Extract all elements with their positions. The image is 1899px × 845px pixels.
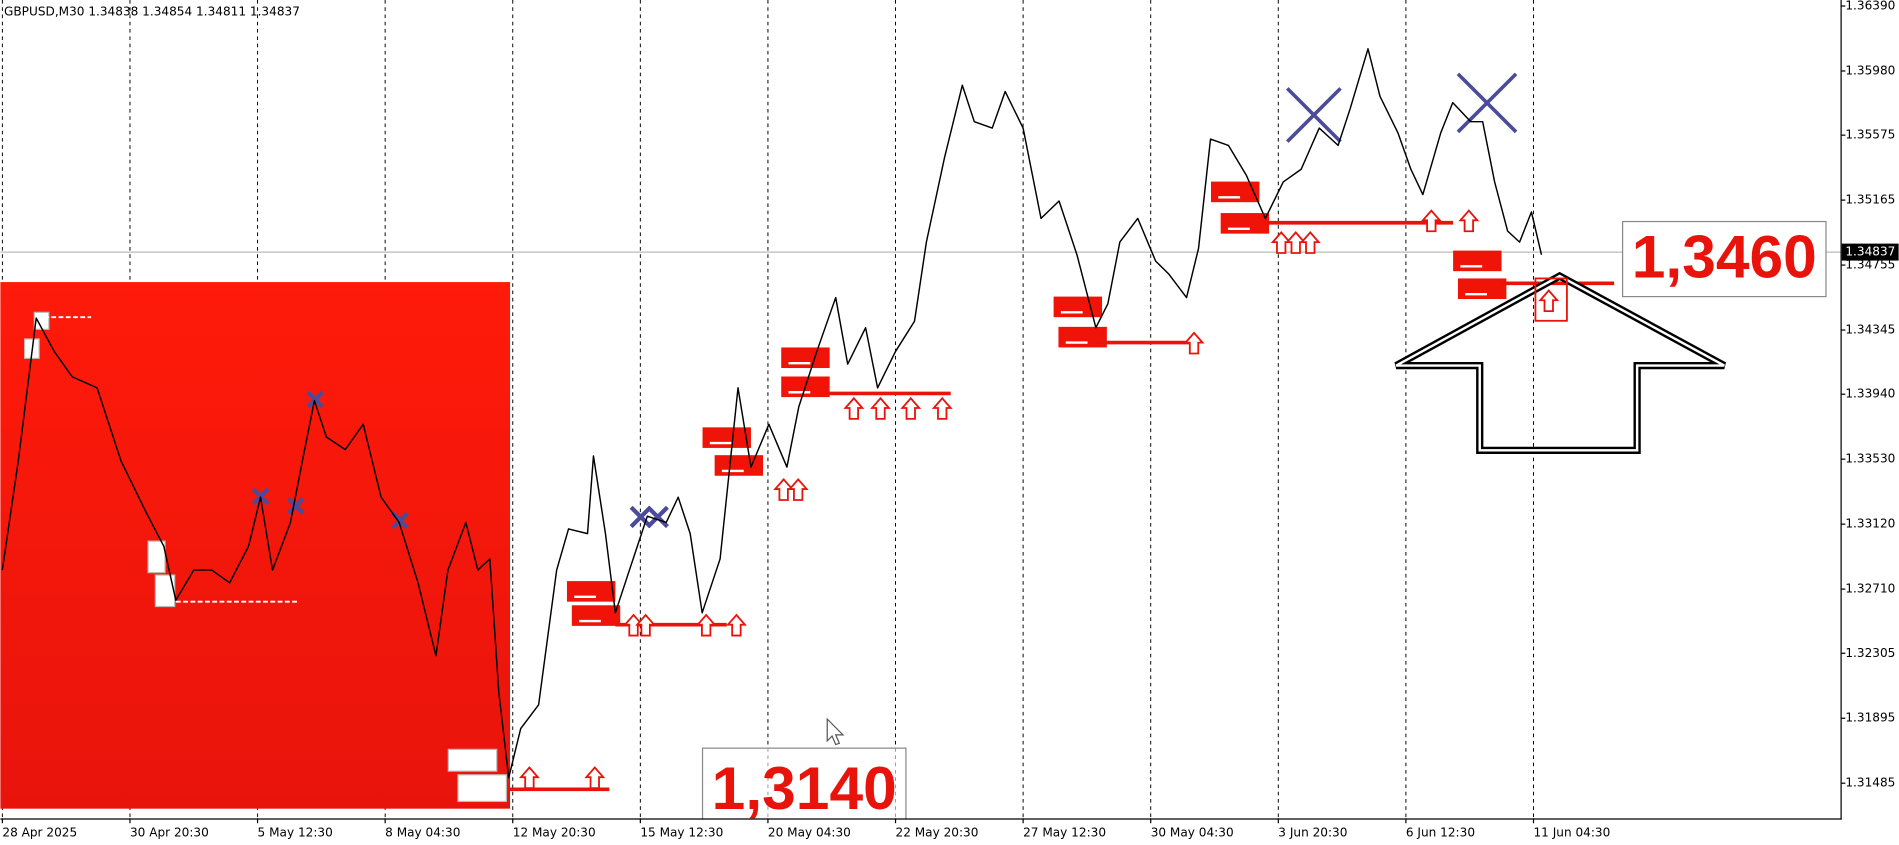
up-arrow — [623, 613, 645, 637]
y-tick-label: 1.36390 — [1845, 0, 1895, 13]
zone-block — [1220, 213, 1270, 234]
x-tick-label: 6 Jun 12:30 — [1406, 825, 1475, 839]
overlay: 1,3460 1,3140 — [701, 220, 1827, 824]
cursor — [826, 717, 845, 746]
y-tick-label: 1.33940 — [1845, 387, 1895, 401]
up-arrow — [1420, 209, 1442, 233]
up-arrow — [1270, 231, 1292, 254]
up-arrow — [725, 613, 747, 637]
level-label: 1,3460 — [1632, 222, 1817, 290]
x-tick-label: 5 May 12:30 — [258, 825, 333, 839]
y-tick-label: 1.32305 — [1845, 646, 1895, 660]
x-tick-label: 15 May 12:30 — [640, 825, 723, 839]
x-axis-panel — [0, 819, 1899, 845]
zone-block — [1210, 181, 1260, 203]
last-price-label: 1.34837 — [1845, 245, 1895, 259]
drawings — [23, 72, 1615, 803]
big-arrow-inner — [1395, 274, 1725, 452]
x-tick-label: 20 May 04:30 — [768, 825, 851, 839]
white-block — [457, 774, 508, 803]
x-mark — [287, 497, 305, 515]
x-mark — [646, 505, 669, 529]
label-box — [1621, 220, 1827, 298]
x-tick-label: 12 May 20:30 — [513, 825, 596, 839]
x-tick-label: 27 May 12:30 — [1023, 825, 1106, 839]
chart-title: GBPUSD,M30 1.34838 1.34854 1.34811 1.348… — [4, 5, 300, 19]
white-block — [154, 574, 176, 608]
up-arrow — [1285, 231, 1307, 254]
x-tick-label: 3 Jun 20:30 — [1278, 825, 1347, 839]
zone-block — [1053, 296, 1103, 318]
up-arrow — [931, 396, 953, 420]
up-arrow — [1299, 231, 1321, 254]
x-tick-label: 8 May 04:30 — [385, 825, 460, 839]
up-arrow — [900, 396, 922, 420]
up-arrow — [1183, 331, 1205, 355]
y-axis-panel — [1841, 0, 1899, 845]
highlight-zone — [0, 282, 511, 809]
zone-block — [702, 427, 751, 448]
up-arrow — [584, 766, 606, 790]
x-tick-label: 11 Jun 04:30 — [1533, 825, 1610, 839]
up-arrow — [843, 396, 865, 420]
up-arrow — [787, 478, 809, 501]
x-mark — [1285, 87, 1342, 143]
y-tick-label: 1.31485 — [1845, 776, 1895, 790]
y-tick-label: 1.35575 — [1845, 128, 1895, 142]
y-tick-label: 1.33120 — [1845, 517, 1895, 531]
up-arrow — [1458, 209, 1480, 233]
x-tick-label: 28 Apr 2025 — [2, 825, 77, 839]
y-tick-label: 1.34755 — [1845, 258, 1895, 272]
x-mark — [1456, 72, 1518, 134]
up-arrow — [773, 478, 795, 501]
zone-block — [714, 455, 764, 476]
y-tick-label: 1.33530 — [1845, 452, 1895, 466]
zone-block — [566, 581, 616, 602]
x-tick-label: 22 May 20:30 — [896, 825, 979, 839]
price-line — [1, 48, 1543, 779]
x-mark — [306, 390, 324, 409]
x-tick-label: 30 Apr 20:30 — [130, 825, 209, 839]
y-tick-label: 1.31895 — [1845, 711, 1895, 725]
marker-box — [1534, 277, 1568, 322]
up-arrow — [870, 396, 891, 420]
zone-block — [1453, 250, 1502, 272]
y-tick-label: 1.35165 — [1845, 193, 1895, 207]
series — [1, 48, 1543, 779]
y-tick-label: 1.34345 — [1845, 323, 1895, 337]
white-block — [447, 748, 498, 772]
up-arrow — [635, 613, 657, 637]
zone-block — [781, 347, 830, 369]
last-price-tag — [1841, 243, 1899, 261]
zone-block — [571, 605, 621, 626]
zone-block — [1457, 278, 1507, 300]
up-arrow — [695, 613, 717, 637]
up-arrow — [518, 766, 540, 790]
x-tick-label: 30 May 04:30 — [1151, 825, 1234, 839]
white-block — [147, 540, 166, 574]
up-arrow — [1538, 289, 1560, 313]
x-mark — [251, 487, 270, 506]
y-tick-label: 1.32710 — [1845, 582, 1895, 596]
level-label: 1,3140 — [712, 754, 897, 822]
x-mark — [629, 505, 652, 529]
y-tick-label: 1.35980 — [1845, 63, 1895, 77]
label-box — [701, 747, 907, 824]
